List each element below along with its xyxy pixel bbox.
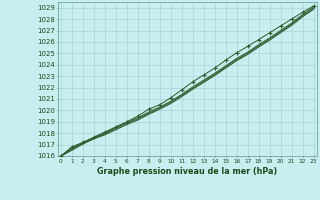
X-axis label: Graphe pression niveau de la mer (hPa): Graphe pression niveau de la mer (hPa) [97, 167, 277, 176]
